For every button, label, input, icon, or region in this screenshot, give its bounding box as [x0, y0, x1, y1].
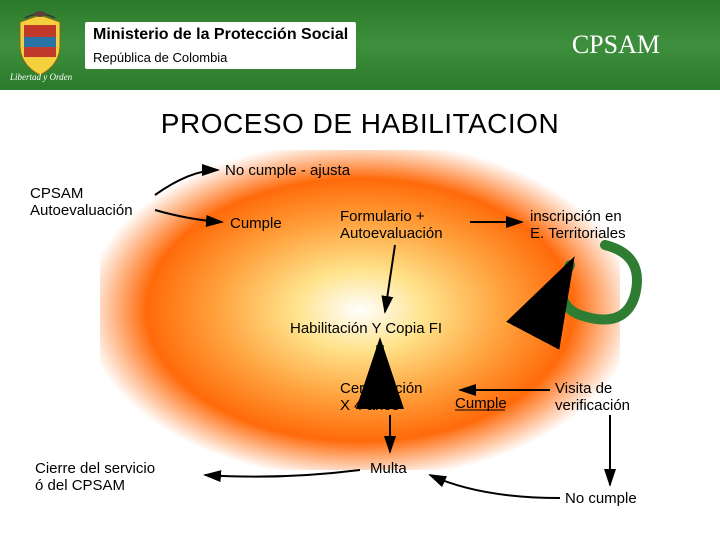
node-certificacion: CertificaciónX 4 años: [340, 380, 450, 414]
node-multa: Multa: [370, 460, 430, 477]
node-inscripcion: inscripción enE. Territoriales: [530, 208, 690, 242]
node-formulario: Formulario +Autoevaluación: [340, 208, 480, 242]
node-cumple1: Cumple: [230, 215, 310, 232]
node-no-cumple2: No cumple: [565, 490, 685, 507]
header-text-block: Ministerio de la Protección Social Repúb…: [85, 22, 356, 69]
coat-of-arms-icon: [10, 10, 70, 80]
background-glow: [100, 150, 620, 470]
node-cumple2: Cumple: [455, 395, 515, 412]
motto-text: Libertad y Orden: [10, 72, 72, 82]
node-visita: Visita deverificación: [555, 380, 685, 414]
node-cpsam-auto: CPSAMAutoevaluación: [30, 185, 160, 219]
node-no-cumple-ajusta: No cumple - ajusta: [225, 162, 445, 179]
header-right-label: CPSAM: [572, 30, 660, 60]
header-title: Ministerio de la Protección Social: [93, 26, 348, 44]
page-title: PROCESO DE HABILITACION: [0, 108, 720, 140]
header-subtitle: República de Colombia: [93, 50, 348, 65]
node-cierre: Cierre del servicioó del CPSAM: [35, 460, 205, 494]
node-habilitacion: Habilitación Y Copia FI: [290, 320, 490, 337]
